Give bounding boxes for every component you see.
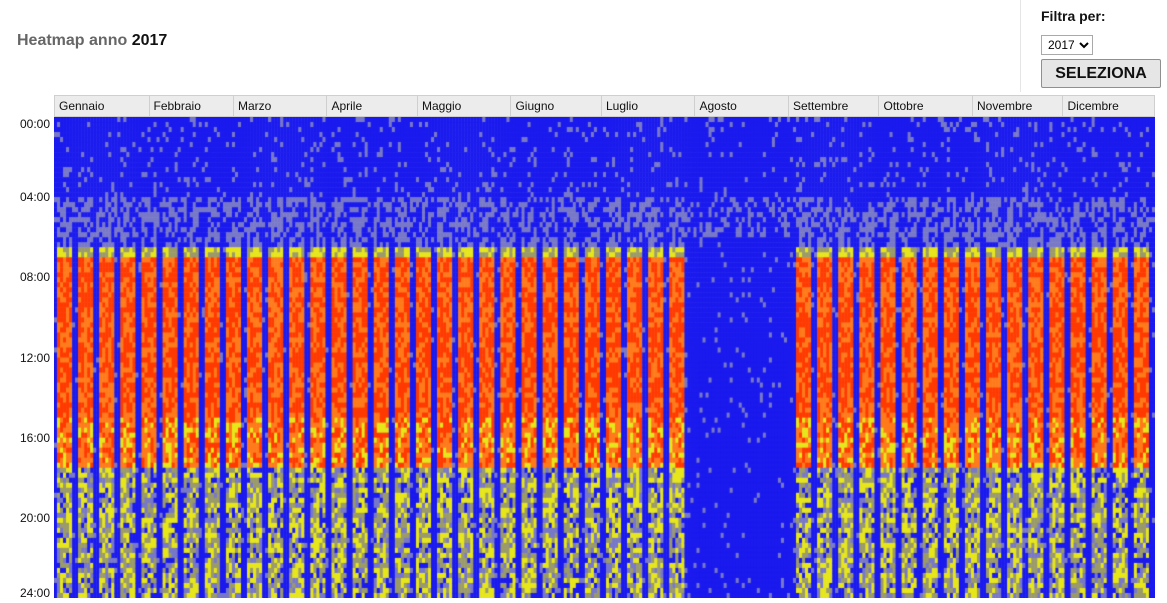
- title-year: 2017: [131, 32, 168, 49]
- month-label: Luglio: [600, 96, 695, 116]
- month-label: Gennaio: [59, 99, 105, 113]
- month-label: Agosto: [694, 96, 788, 116]
- page-title: Heatmap anno 2017: [17, 32, 167, 50]
- month-label: Maggio: [416, 96, 511, 116]
- filter-panel: Filtra per: 2017 SELEZIONA: [1020, 0, 1167, 92]
- month-label: Aprile: [326, 96, 416, 116]
- month-label: Settembre: [787, 96, 878, 116]
- month-label: Giugno: [510, 96, 600, 116]
- y-tick-label: 16:00: [19, 430, 50, 445]
- filter-label: Filtra per:: [1041, 8, 1106, 24]
- heatmap-canvas: [54, 117, 1155, 598]
- y-tick-label: 04:00: [19, 190, 50, 205]
- month-label: Marzo: [232, 96, 327, 116]
- month-label: Novembre: [971, 96, 1062, 116]
- y-axis: 00:00 04:00 08:00 12:00 16:00 20:00 24:00: [0, 117, 54, 600]
- y-tick-label: 24:00: [19, 586, 50, 600]
- title-prefix: Heatmap anno: [17, 32, 128, 49]
- y-tick-label: 20:00: [19, 510, 50, 525]
- month-label: Ottobre: [878, 96, 972, 116]
- y-tick-label: 12:00: [19, 350, 50, 365]
- month-header: Gennaio Febbraio Marzo Aprile Maggio Giugno Lu…: [54, 95, 1155, 117]
- y-tick-label: 08:00: [19, 270, 50, 285]
- month-label: Dicembre: [1062, 96, 1156, 116]
- year-select[interactable]: 2017: [1041, 35, 1093, 55]
- month-label: Febbraio: [148, 96, 233, 116]
- y-tick-label: 00:00: [19, 117, 50, 131]
- seleziona-button[interactable]: SELEZIONA: [1041, 59, 1161, 88]
